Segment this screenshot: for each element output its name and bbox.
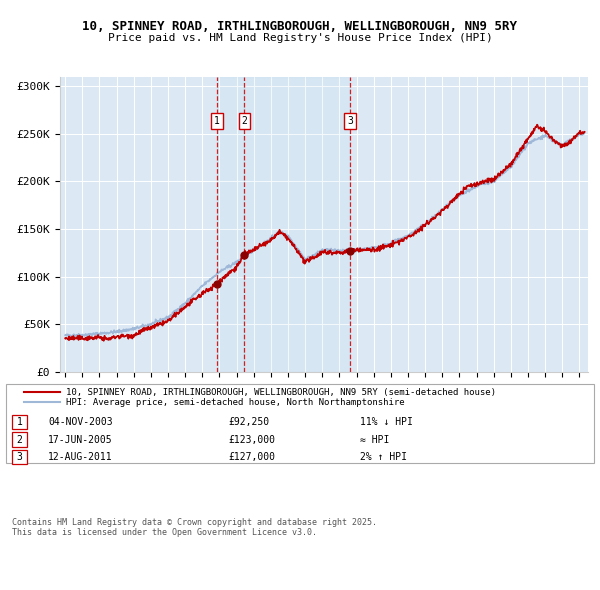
Text: 2% ↑ HPI: 2% ↑ HPI bbox=[360, 453, 407, 462]
Text: 10, SPINNEY ROAD, IRTHLINGBOROUGH, WELLINGBOROUGH, NN9 5RY: 10, SPINNEY ROAD, IRTHLINGBOROUGH, WELLI… bbox=[83, 20, 517, 33]
Bar bbox=[244, 77, 350, 372]
Text: 11% ↓ HPI: 11% ↓ HPI bbox=[360, 417, 413, 427]
Text: 12-AUG-2011: 12-AUG-2011 bbox=[48, 453, 113, 462]
Text: £123,000: £123,000 bbox=[228, 435, 275, 444]
Text: 10, SPINNEY ROAD, IRTHLINGBOROUGH, WELLINGBOROUGH, NN9 5RY (semi-detached house): 10, SPINNEY ROAD, IRTHLINGBOROUGH, WELLI… bbox=[66, 388, 496, 397]
Bar bbox=[217, 77, 244, 372]
Text: 3: 3 bbox=[347, 116, 353, 126]
Text: Contains HM Land Registry data © Crown copyright and database right 2025.: Contains HM Land Registry data © Crown c… bbox=[12, 517, 377, 527]
Text: 3: 3 bbox=[17, 453, 22, 462]
Text: 1: 1 bbox=[214, 116, 220, 126]
Text: This data is licensed under the Open Government Licence v3.0.: This data is licensed under the Open Gov… bbox=[12, 527, 317, 537]
Text: Price paid vs. HM Land Registry's House Price Index (HPI): Price paid vs. HM Land Registry's House … bbox=[107, 34, 493, 43]
Text: HPI: Average price, semi-detached house, North Northamptonshire: HPI: Average price, semi-detached house,… bbox=[66, 398, 404, 407]
Text: 17-JUN-2005: 17-JUN-2005 bbox=[48, 435, 113, 444]
Text: £92,250: £92,250 bbox=[228, 417, 269, 427]
Text: 2: 2 bbox=[242, 116, 247, 126]
Text: £127,000: £127,000 bbox=[228, 453, 275, 462]
Text: ≈ HPI: ≈ HPI bbox=[360, 435, 389, 444]
Text: 2: 2 bbox=[17, 435, 22, 444]
Text: 04-NOV-2003: 04-NOV-2003 bbox=[48, 417, 113, 427]
Text: 1: 1 bbox=[17, 417, 22, 427]
